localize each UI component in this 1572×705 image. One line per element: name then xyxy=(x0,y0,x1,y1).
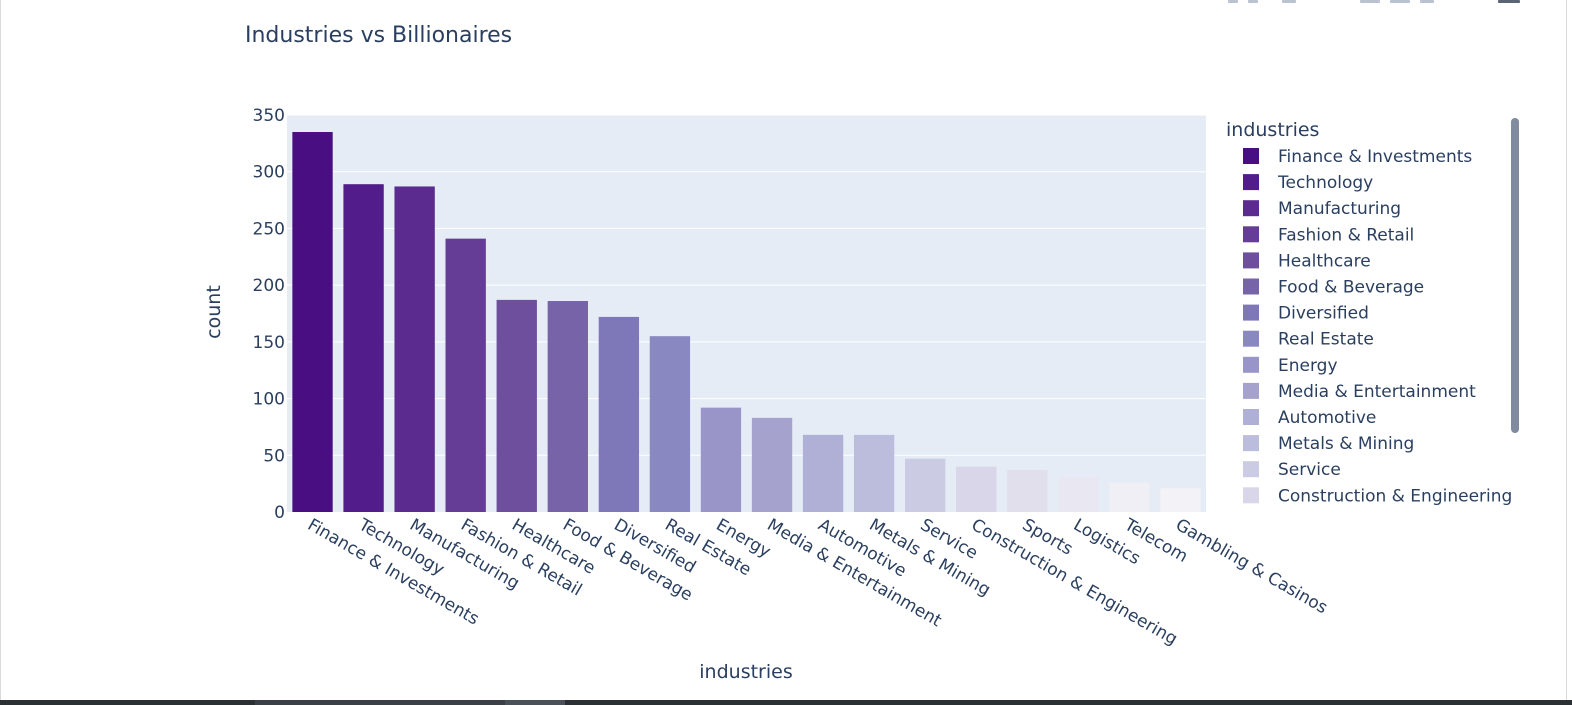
legend-label: Manufacturing xyxy=(1278,199,1401,219)
legend-items[interactable]: Finance & Investments Technology Manufactu… xyxy=(1243,147,1512,506)
legend-item[interactable]: Finance & Investments xyxy=(1243,147,1472,167)
chart-title: Industries vs Billionaires xyxy=(245,23,512,48)
y-tick-label: 100 xyxy=(253,390,285,410)
y-gridlines xyxy=(287,114,1206,456)
legend-item[interactable]: Food & Beverage xyxy=(1243,278,1424,298)
bar[interactable] xyxy=(751,417,793,512)
y-tick-labels: 0 50 100 150 200 250 300 350 xyxy=(253,106,285,523)
legend-swatch xyxy=(1243,435,1259,452)
bar[interactable] xyxy=(547,301,588,512)
legend-title: industries xyxy=(1226,119,1319,141)
legend-item[interactable]: Healthcare xyxy=(1243,251,1371,271)
legend-label: Food & Beverage xyxy=(1278,278,1424,298)
legend-swatch xyxy=(1243,330,1259,347)
legend-label: Diversified xyxy=(1278,304,1369,324)
frame-left-border xyxy=(0,0,1,700)
legend-label: Service xyxy=(1278,460,1341,480)
y-tick-label: 350 xyxy=(253,106,285,126)
bar[interactable] xyxy=(1109,482,1150,512)
legend-swatch xyxy=(1243,461,1259,478)
legend-item[interactable]: Automotive xyxy=(1243,408,1376,428)
legend-swatch xyxy=(1243,304,1259,321)
bar-mode-icon[interactable] xyxy=(1282,0,1296,3)
y-tick-label: 0 xyxy=(274,503,285,523)
bars xyxy=(292,132,1201,513)
legend-item[interactable]: Manufacturing xyxy=(1243,199,1401,219)
frame-right-border xyxy=(1566,0,1567,700)
legend-label: Healthcare xyxy=(1278,251,1371,271)
x-tick-labels: Finance & InvestmentsTechnologyManufactu… xyxy=(304,515,1331,650)
legend-swatch xyxy=(1243,200,1259,217)
legend-swatch xyxy=(1243,382,1259,399)
bar[interactable] xyxy=(700,407,742,512)
legend-swatch xyxy=(1243,148,1259,164)
plotly-logo-icon[interactable] xyxy=(1498,0,1520,3)
legend-swatch xyxy=(1243,409,1259,425)
legend-swatch xyxy=(1243,487,1259,504)
zoom-icon[interactable] xyxy=(1248,0,1258,3)
taskbar-strip xyxy=(0,700,1572,705)
autoscale-icon[interactable] xyxy=(1420,0,1434,3)
bar[interactable] xyxy=(496,299,537,512)
legend-label: Construction & Engineering xyxy=(1278,486,1512,506)
legend-item[interactable]: Real Estate xyxy=(1243,330,1374,350)
y-tick-label: 150 xyxy=(253,333,285,353)
legend-label: Energy xyxy=(1278,356,1338,376)
legend-swatch xyxy=(1243,174,1259,191)
bar[interactable] xyxy=(445,238,486,512)
plot-background xyxy=(287,115,1206,512)
legend-swatch xyxy=(1243,356,1259,373)
zoom-out-icon[interactable] xyxy=(1390,0,1410,3)
bar[interactable] xyxy=(292,132,333,512)
bar[interactable] xyxy=(394,186,435,512)
legend[interactable]: industries Finance & Investments Technolo… xyxy=(1226,118,1519,506)
legend-swatch xyxy=(1243,226,1259,243)
modebar[interactable] xyxy=(1220,0,1560,6)
legend-label: Technology xyxy=(1277,173,1373,193)
legend-label: Automotive xyxy=(1278,408,1376,428)
y-tick-label: 50 xyxy=(263,446,285,466)
bar[interactable] xyxy=(598,316,640,512)
bar[interactable] xyxy=(343,184,384,513)
legend-item[interactable]: Media & Entertainment xyxy=(1243,382,1476,402)
bar[interactable] xyxy=(1058,476,1099,512)
legend-label: Finance & Investments xyxy=(1278,147,1472,167)
legend-swatch xyxy=(1243,278,1259,295)
bar[interactable] xyxy=(853,434,895,512)
legend-item[interactable]: Service xyxy=(1243,460,1341,480)
legend-item[interactable]: Construction & Engineering xyxy=(1243,486,1512,506)
x-tick-label: Gambling & Casinos xyxy=(1172,515,1331,618)
legend-label: Media & Entertainment xyxy=(1278,382,1476,402)
bar[interactable] xyxy=(956,466,997,512)
bar[interactable] xyxy=(905,458,946,512)
legend-item[interactable]: Energy xyxy=(1243,356,1338,376)
legend-label: Real Estate xyxy=(1278,330,1374,350)
bar[interactable] xyxy=(802,434,844,512)
y-tick-label: 250 xyxy=(253,219,285,239)
y-tick-label: 300 xyxy=(253,163,285,183)
pan-icon[interactable] xyxy=(1228,0,1238,3)
y-tick-label: 200 xyxy=(253,276,285,296)
x-axis-label: industries xyxy=(699,661,792,683)
zoom-in-icon[interactable] xyxy=(1360,0,1380,3)
legend-item[interactable]: Metals & Mining xyxy=(1243,434,1414,454)
legend-label: Metals & Mining xyxy=(1278,434,1414,454)
legend-item[interactable]: Diversified xyxy=(1243,304,1369,324)
legend-item[interactable]: Technology xyxy=(1243,173,1373,193)
legend-label: Fashion & Retail xyxy=(1278,225,1414,245)
legend-item[interactable]: Fashion & Retail xyxy=(1243,225,1414,245)
y-axis-label: count xyxy=(203,285,225,339)
legend-swatch xyxy=(1243,252,1259,269)
bar[interactable] xyxy=(1160,488,1201,512)
legend-scrollbar[interactable] xyxy=(1511,118,1519,433)
bar[interactable] xyxy=(1007,470,1048,512)
bar[interactable] xyxy=(649,336,691,512)
